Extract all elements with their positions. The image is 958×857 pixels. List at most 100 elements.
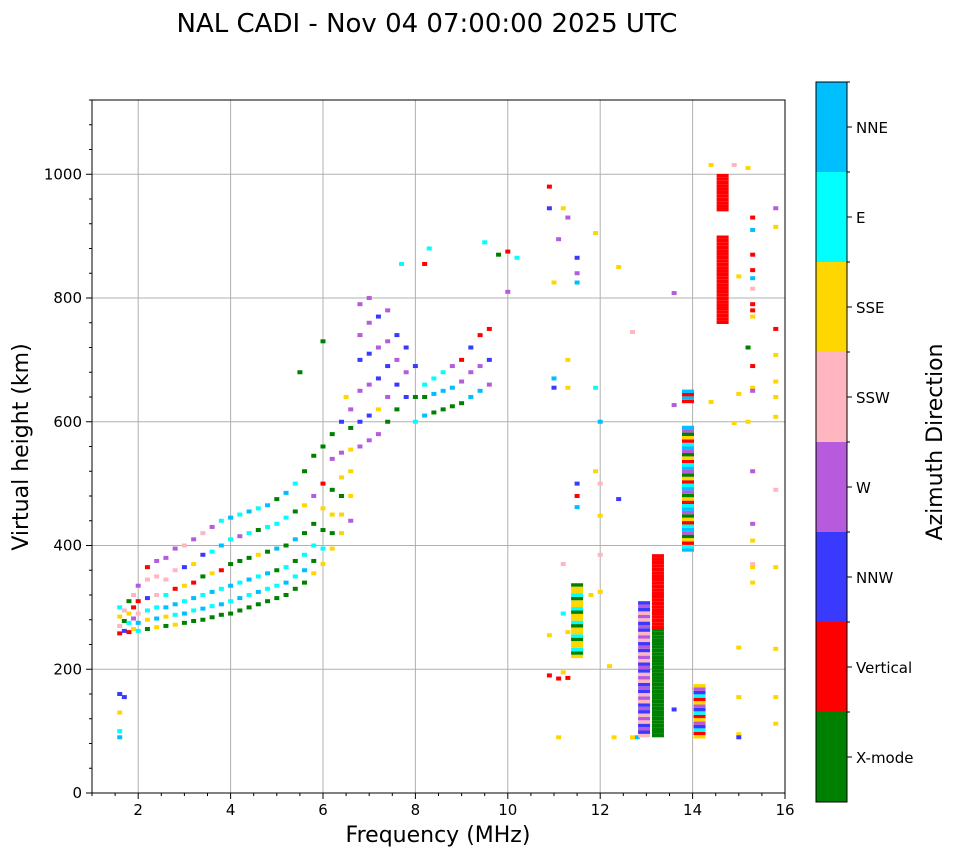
data-point — [459, 401, 465, 406]
echo-stack-cell — [716, 245, 729, 250]
echo-stack-cell — [651, 608, 664, 613]
data-point — [191, 618, 197, 623]
data-point — [482, 240, 488, 245]
data-point — [302, 531, 308, 536]
data-point — [228, 599, 234, 604]
echo-stack-cell — [651, 716, 664, 721]
data-point — [773, 395, 779, 399]
colorbar-category-label: SSE — [856, 299, 885, 317]
echo-stack-cell — [571, 617, 584, 621]
data-point — [131, 605, 137, 610]
echo-stack-cell — [681, 459, 694, 464]
data-point — [348, 494, 354, 498]
data-point — [338, 494, 344, 498]
data-point — [200, 552, 206, 557]
data-point — [773, 414, 779, 419]
echo-stack-cell — [638, 638, 651, 643]
echo-stack-cell — [638, 686, 651, 690]
data-point — [546, 184, 552, 189]
colorbar-category-label: Vertical — [856, 659, 912, 677]
data-point — [750, 314, 756, 319]
data-point — [357, 444, 363, 449]
data-point — [556, 237, 562, 242]
colorbar-category-label: NNE — [856, 119, 888, 137]
echo-stack-cell — [638, 676, 651, 680]
echo-stack-cell — [638, 604, 651, 608]
data-point — [574, 280, 580, 285]
data-point — [426, 246, 432, 251]
data-point — [348, 518, 354, 523]
data-point — [302, 469, 308, 474]
data-point — [708, 162, 714, 167]
data-point — [255, 506, 261, 511]
data-point — [228, 537, 234, 542]
echo-stack-cell — [651, 638, 664, 643]
data-point — [348, 407, 354, 412]
x-tick-label: 6 — [318, 801, 328, 819]
data-point — [422, 382, 428, 387]
data-point — [135, 628, 141, 633]
colorbar-segment — [816, 712, 847, 802]
echo-stack-cell — [681, 507, 694, 511]
data-point — [597, 589, 603, 594]
data-point — [565, 385, 571, 390]
data-point — [394, 333, 400, 338]
data-point — [329, 487, 335, 492]
echo-stack-cell — [571, 651, 584, 655]
echo-stack-cell — [681, 538, 694, 542]
echo-stack-cell — [651, 682, 664, 687]
data-point — [750, 286, 756, 291]
echo-stack-cell — [716, 187, 729, 191]
echo-stack-cell — [651, 710, 664, 714]
echo-stack-cell — [638, 648, 651, 653]
echo-stack-cell — [571, 654, 584, 659]
data-point — [329, 531, 335, 536]
echo-stack-cell — [638, 645, 651, 649]
data-point — [172, 622, 178, 627]
echo-stack-cell — [638, 601, 651, 605]
data-point — [773, 379, 779, 384]
data-point — [154, 605, 160, 610]
echo-stack-cell — [638, 710, 651, 714]
echo-stack-cell — [716, 238, 729, 243]
echo-stack-cell — [651, 676, 664, 680]
data-point — [209, 604, 215, 609]
data-point — [750, 308, 756, 313]
data-point — [144, 617, 150, 622]
echo-stack-cell — [716, 269, 729, 273]
data-point — [200, 617, 206, 622]
echo-stack-cell — [681, 473, 694, 477]
data-point — [551, 385, 557, 390]
data-point — [283, 543, 289, 548]
echo-stack-cell — [651, 577, 664, 582]
echo-stack-cell — [651, 628, 664, 632]
data-point — [329, 546, 335, 551]
echo-stack-cell — [638, 720, 651, 724]
echo-stack-cell — [716, 180, 729, 185]
echo-stack-cell — [571, 607, 584, 611]
echo-stack-cell — [681, 541, 694, 545]
x-tick-label: 16 — [775, 801, 794, 819]
echo-stack-cell — [651, 567, 664, 572]
data-point — [750, 268, 756, 273]
echo-stack-cell — [638, 727, 651, 731]
data-point — [255, 528, 261, 533]
data-point — [551, 376, 557, 381]
data-point — [117, 729, 123, 734]
data-point — [385, 308, 391, 313]
echo-stack-cell — [716, 190, 729, 195]
data-point — [163, 577, 169, 582]
echo-stack-cell — [651, 689, 664, 694]
data-point — [265, 599, 271, 604]
echo-stack-cell — [571, 644, 584, 648]
data-point — [731, 162, 737, 167]
echo-stack-cell — [716, 310, 729, 314]
colorbar-category-label: X-mode — [856, 749, 913, 767]
echo-stack-cell — [716, 317, 729, 321]
echo-stack-cell — [651, 588, 664, 592]
data-point — [486, 326, 492, 331]
echo-stack-cell — [638, 682, 651, 687]
echo-stack-cell — [681, 392, 694, 397]
echo-stack-cell — [571, 641, 584, 645]
data-point — [209, 589, 215, 594]
